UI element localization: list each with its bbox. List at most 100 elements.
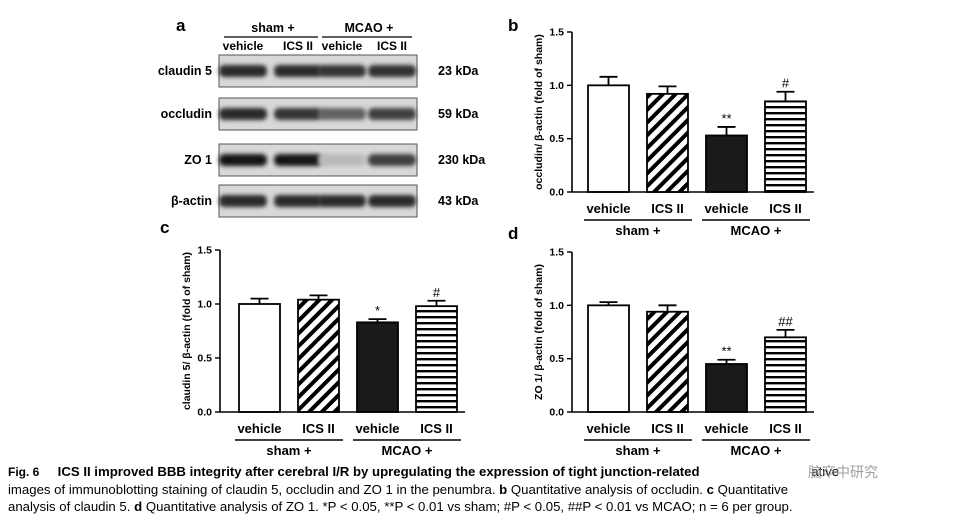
blot-row-label: occludin: [161, 107, 212, 121]
blot-band: [368, 154, 416, 166]
blot-lane-label: vehicle: [223, 39, 264, 53]
caption-b: b: [499, 482, 508, 497]
x-category-label: vehicle: [586, 201, 630, 216]
blot-band: [318, 154, 366, 166]
x-category-label: vehicle: [704, 201, 748, 216]
y-axis-label: claudin 5/ β-actin (fold of sham): [181, 252, 193, 410]
blot-band: [219, 108, 267, 120]
watermark: 脑卒中研究: [808, 464, 878, 480]
x-category-label: ICS II: [420, 421, 453, 436]
blot-band: [368, 65, 416, 77]
significance-mark: **: [721, 111, 731, 126]
bar: [415, 305, 458, 413]
y-tick-label: 1.0: [549, 300, 564, 312]
caption-text-3b: Quantitative analysis of ZO 1. *P < 0.05…: [145, 499, 793, 514]
blot-row: claudin 5 23 kDa: [158, 54, 479, 88]
blot-row-size: 43 kDa: [438, 194, 479, 208]
y-tick-label: 1.5: [549, 27, 564, 39]
blot-row-label: β-actin: [171, 194, 212, 208]
panel-letter-a: a: [176, 16, 186, 35]
blot-band: [368, 108, 416, 120]
x-group-label: MCAO +: [731, 223, 782, 238]
blot-row-label: ZO 1: [184, 153, 212, 167]
y-tick-label: 0.0: [197, 407, 212, 419]
caption-line-2: images of immunoblotting staining of cla…: [8, 481, 970, 498]
caption-line-1: Fig. 6 ICS II improved BBB integrity aft…: [8, 463, 970, 481]
bar: [764, 100, 807, 193]
blot-row: β-actin 43 kDa: [171, 184, 479, 218]
x-group-label: sham +: [266, 443, 312, 458]
x-category-label: ICS II: [651, 201, 684, 216]
panel-letter-c: c: [160, 218, 170, 237]
bar: [587, 84, 630, 193]
y-tick-label: 1.5: [549, 247, 564, 259]
bar: [705, 134, 748, 193]
y-tick-label: 0.5: [549, 133, 564, 145]
y-axis-label: ZO 1/ β-actin (fold of sham): [533, 264, 545, 400]
significance-mark: #: [782, 76, 790, 91]
x-category-label: vehicle: [355, 421, 399, 436]
x-category-label: ICS II: [769, 201, 802, 216]
caption-fig-number: Fig. 6: [8, 465, 40, 479]
figure-caption: Fig. 6 ICS II improved BBB integrity aft…: [8, 463, 970, 515]
blot-lane-label: ICS II: [377, 39, 407, 53]
y-tick-label: 1.5: [197, 245, 212, 257]
blot-group-mcao: MCAO +: [345, 21, 394, 35]
y-tick-label: 0.5: [549, 353, 564, 365]
blot-lane-label: vehicle: [322, 39, 363, 53]
caption-text-3a: analysis of claudin 5.: [8, 499, 131, 514]
y-tick-label: 0.0: [549, 187, 564, 199]
bar: [587, 304, 630, 413]
blot-band: [274, 65, 322, 77]
blot-band: [318, 65, 366, 77]
x-category-label: vehicle: [586, 421, 630, 436]
caption-line1-rest: ative: [811, 464, 840, 479]
blot-band: [368, 195, 416, 207]
blot-band: [274, 108, 322, 120]
x-category-label: vehicle: [237, 421, 281, 436]
x-category-label: ICS II: [769, 421, 802, 436]
x-group-label: MCAO +: [382, 443, 433, 458]
bar: [705, 363, 748, 413]
blot-band: [219, 65, 267, 77]
x-category-label: ICS II: [651, 421, 684, 436]
y-tick-label: 0.0: [549, 407, 564, 419]
blot-band: [219, 154, 267, 166]
x-category-label: vehicle: [704, 421, 748, 436]
bar: [356, 321, 399, 413]
chart-occludin: 0.0 0.5 1.0 1.5 occludin/ β-actin (fold of s…: [533, 27, 814, 238]
caption-text-2b: Quantitative analysis of occludin.: [510, 482, 703, 497]
bar: [238, 303, 281, 413]
blot-band: [274, 195, 322, 207]
caption-title: ICS II improved BBB integrity after cere…: [57, 464, 700, 479]
y-tick-label: 0.5: [197, 353, 212, 365]
significance-mark: #: [433, 285, 441, 300]
significance-mark: ##: [778, 314, 793, 329]
caption-line-3: analysis of claudin 5. d Quantitative an…: [8, 498, 970, 515]
blot-row-size: 59 kDa: [438, 107, 479, 121]
x-group-label: MCAO +: [731, 443, 782, 458]
western-blot: sham + MCAO + vehicle ICS II vehicle ICS II…: [158, 21, 486, 218]
y-tick-label: 1.0: [549, 80, 564, 92]
y-tick-label: 1.0: [197, 299, 212, 311]
panel-letter-b: b: [508, 16, 519, 35]
bar: [764, 336, 807, 413]
caption-d: d: [134, 499, 143, 514]
x-category-label: ICS II: [302, 421, 335, 436]
blot-row: occludin 59 kDa: [161, 97, 479, 131]
blot-band: [318, 195, 366, 207]
blot-row-size: 230 kDa: [438, 153, 486, 167]
significance-mark: **: [721, 344, 731, 359]
blot-band: [274, 154, 322, 166]
blot-row-label: claudin 5: [158, 64, 212, 78]
x-group-label: sham +: [615, 443, 661, 458]
chart-claudin5: 0.0 0.5 1.0 1.5 claudin 5/ β-actin (fold of …: [181, 245, 465, 458]
caption-text-2a: images of immunoblotting staining of cla…: [8, 482, 496, 497]
blot-row: ZO 1 230 kDa: [184, 143, 486, 177]
chart-zo1: 0.0 0.5 1.0 1.5 ZO 1/ β-actin (fold of sham)…: [533, 247, 814, 458]
bar: [646, 310, 689, 413]
significance-mark: *: [375, 303, 380, 318]
blot-row-size: 23 kDa: [438, 64, 479, 78]
caption-c: c: [706, 482, 714, 497]
bar: [646, 92, 689, 193]
